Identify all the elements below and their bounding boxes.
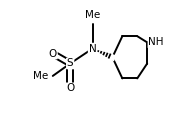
Text: S: S [67, 59, 74, 68]
Text: N: N [89, 44, 96, 54]
Text: O: O [49, 49, 57, 59]
Text: Me: Me [33, 71, 48, 81]
Text: Me: Me [85, 10, 100, 20]
Text: NH: NH [148, 37, 164, 47]
Text: O: O [66, 83, 74, 93]
